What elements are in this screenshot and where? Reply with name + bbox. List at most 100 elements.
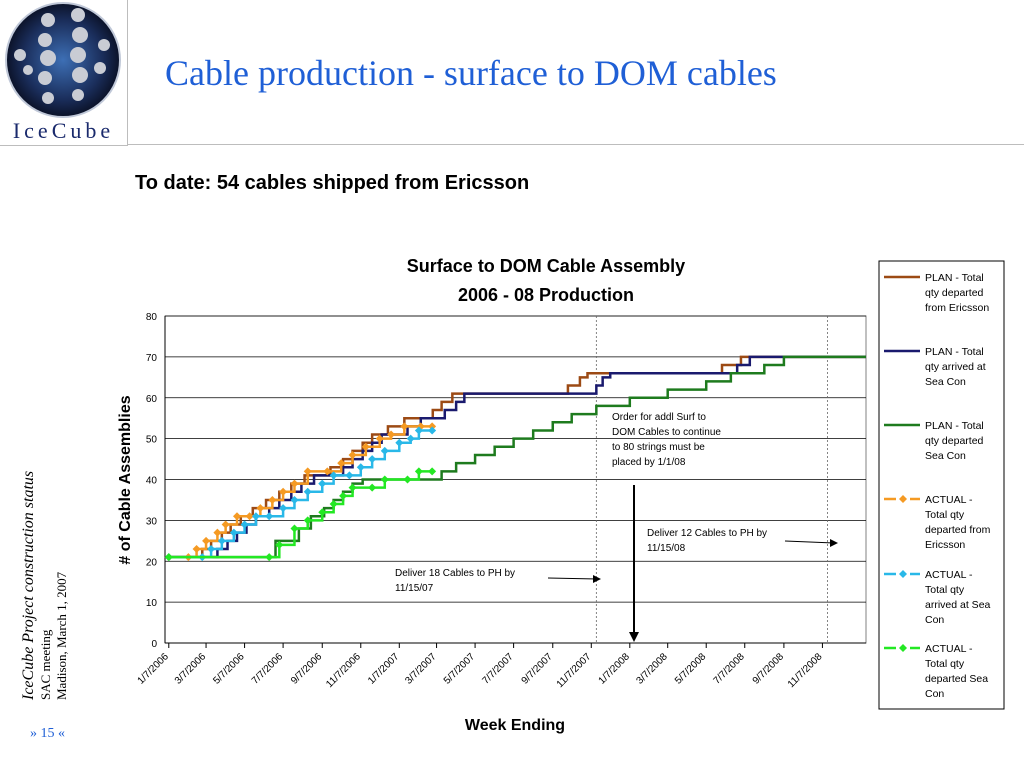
- x-tick-label: 5/7/2007: [442, 651, 478, 687]
- series-point: [428, 467, 437, 476]
- series-point: [414, 467, 423, 476]
- series-point: [356, 463, 365, 472]
- x-axis-label: Week Ending: [465, 717, 565, 734]
- series-point: [395, 438, 404, 447]
- series-point: [337, 459, 346, 468]
- series-point: [202, 536, 211, 545]
- series-point: [275, 540, 284, 549]
- y-tick-label: 30: [146, 516, 158, 527]
- legend-box: [878, 260, 1005, 710]
- series-point: [303, 467, 312, 476]
- series-point: [329, 471, 338, 480]
- series-point: [345, 471, 354, 480]
- icecube-logo: IceCube: [0, 0, 128, 146]
- grid-lines: [164, 315, 867, 644]
- chart-legend: PLAN - Total qty departed from Ericsson PLA…: [878, 260, 1005, 710]
- series-point: [213, 528, 222, 537]
- series-line: [168, 355, 866, 559]
- series-point: [256, 504, 265, 513]
- y-tick-label: 20: [146, 557, 158, 568]
- series-point: [339, 491, 348, 500]
- series-point: [279, 487, 288, 496]
- x-tick-label: 3/7/2006: [173, 651, 209, 687]
- series-point: [192, 544, 201, 553]
- y-axis-label: # of Cable Assemblies: [117, 395, 134, 564]
- x-tick-label: 5/7/2006: [211, 651, 247, 687]
- series-point: [375, 434, 384, 443]
- series-point: [428, 422, 437, 431]
- series-point: [290, 479, 299, 488]
- series-point: [279, 504, 288, 513]
- legend-marker: [899, 644, 907, 652]
- y-tick-label: 40: [146, 476, 158, 487]
- annotation-arrow: [784, 540, 835, 544]
- series-point: [265, 553, 274, 562]
- series-point: [329, 500, 338, 509]
- series-point: [207, 544, 216, 553]
- series-point: [380, 475, 389, 484]
- legend-label: PLAN - Total qty arrived at Sea Con: [925, 346, 986, 388]
- series-point: [229, 528, 238, 537]
- series-point: [318, 508, 327, 517]
- x-tick-label: 7/7/2008: [712, 651, 748, 687]
- x-tick-label: 5/7/2008: [673, 651, 709, 687]
- legend-label: PLAN - Total qty departed Sea Con: [925, 420, 984, 462]
- annotation-deliver-2007: Deliver 18 Cables to PH by 11/15/07: [395, 568, 515, 594]
- x-tick-label: 1/7/2008: [597, 651, 633, 687]
- series-point: [348, 483, 357, 492]
- series-point: [303, 516, 312, 525]
- series-point: [217, 536, 226, 545]
- y-tick-label: 70: [146, 353, 158, 364]
- series-point: [361, 442, 370, 451]
- series-point: [245, 512, 254, 521]
- series-point: [428, 426, 437, 435]
- x-tick-label: 7/7/2007: [480, 651, 516, 687]
- series-point: [406, 434, 415, 443]
- series-point: [265, 512, 274, 521]
- x-tick-label: 9/7/2006: [289, 651, 325, 687]
- legend-marker: [899, 570, 907, 578]
- y-tick-label: 50: [146, 435, 158, 446]
- legend-label: PLAN - Total qty departed from Ericsson: [925, 272, 989, 314]
- series-point: [164, 553, 173, 562]
- series-point: [414, 426, 423, 435]
- icecube-logo-graphic: [5, 2, 121, 118]
- series-point: [387, 430, 396, 439]
- annotations-layer: Order for addl Surf to DOM Cables to cont…: [395, 412, 838, 642]
- x-tick-label: 3/7/2008: [635, 651, 671, 687]
- x-tick-label: 9/7/2007: [520, 651, 556, 687]
- slide-title: Cable production - surface to DOM cables: [165, 53, 777, 93]
- annotation-arrowhead: [629, 632, 639, 642]
- series-point: [290, 524, 299, 533]
- series-point: [380, 446, 389, 455]
- legend-label: ACTUAL -Total qty departed Sea Con: [925, 643, 988, 700]
- series-point: [348, 450, 357, 459]
- series-point: [403, 475, 412, 484]
- legend-label: ACTUAL -Total qty departed from Ericsson: [925, 494, 991, 551]
- series-point: [368, 455, 377, 464]
- series-point: [268, 495, 277, 504]
- x-tick-label: 1/7/2006: [136, 651, 172, 687]
- chart-title: Surface to DOM Cable Assembly: [407, 256, 685, 276]
- x-tick-label: 7/7/2006: [250, 651, 286, 687]
- annotation-arrow: [547, 577, 598, 580]
- header-divider: [127, 144, 1024, 145]
- y-tick-label: 60: [146, 394, 158, 405]
- x-tick-label: 9/7/2008: [751, 651, 787, 687]
- series-point: [240, 520, 249, 529]
- y-tick-label: 0: [151, 639, 157, 650]
- x-tick-label: 3/7/2007: [403, 651, 439, 687]
- series-point: [251, 512, 260, 521]
- x-tick-label: 1/7/2007: [366, 651, 402, 687]
- chart-subtitle: 2006 - 08 Production: [458, 285, 634, 305]
- y-tick-label: 80: [146, 312, 158, 323]
- series-point: [368, 483, 377, 492]
- x-tick-label: 11/7/2008: [786, 651, 825, 690]
- series-point: [221, 520, 230, 529]
- slide-subtitle: To date: 54 cables shipped from Ericsson: [135, 172, 530, 194]
- annotation-arrowhead: [830, 539, 838, 547]
- series-point: [303, 487, 312, 496]
- y-tick-label: 10: [146, 598, 158, 609]
- x-tick-label: 11/7/2007: [555, 651, 594, 690]
